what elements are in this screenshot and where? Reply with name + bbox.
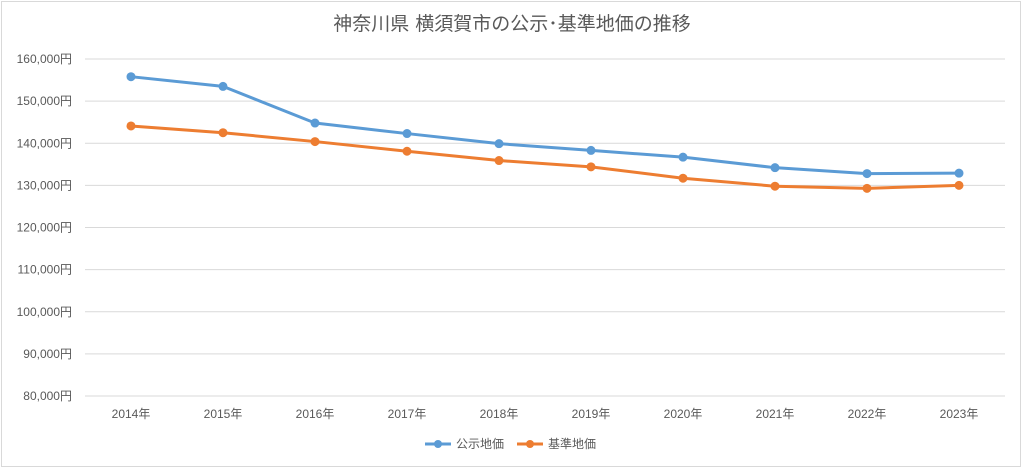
data-point <box>310 137 320 147</box>
data-point <box>586 162 596 172</box>
data-point <box>494 139 504 149</box>
data-point <box>126 121 136 131</box>
chart-title: 神奈川県 横須賀市の公示･基準地価の推移 <box>333 13 691 35</box>
legend-label: 基準地価 <box>548 436 596 451</box>
y-tick-label: 80,000円 <box>23 389 72 403</box>
y-tick-label: 100,000円 <box>17 305 72 319</box>
data-point <box>862 169 872 179</box>
data-point <box>770 163 780 173</box>
x-tick-label: 2021年 <box>756 407 795 421</box>
data-point <box>402 146 412 156</box>
y-tick-label: 120,000円 <box>17 221 72 235</box>
data-point <box>402 129 412 139</box>
x-tick-label: 2015年 <box>204 407 243 421</box>
series-1 <box>126 72 964 179</box>
x-axis-ticks: 2014年 2015年 2016年 2017年 2018年 2019年 2020年 2021年… <box>112 407 979 421</box>
x-tick-label: 2018年 <box>480 407 519 421</box>
data-point <box>218 81 228 91</box>
data-point <box>586 145 596 155</box>
data-point <box>954 168 964 178</box>
series-lines <box>126 72 964 193</box>
x-tick-label: 2023年 <box>940 407 979 421</box>
data-point <box>770 181 780 191</box>
legend[interactable]: 公示地価 基準地価 <box>425 436 596 451</box>
gridlines <box>85 58 1005 397</box>
data-point <box>494 156 504 166</box>
y-axis-ticks: 80,000円 90,000円 100,000円 110,000円 120,000円 13… <box>17 52 72 403</box>
legend-item-2[interactable]: 基準地価 <box>517 436 596 451</box>
x-tick-label: 2016年 <box>296 407 335 421</box>
legend-marker <box>434 440 442 448</box>
data-point <box>862 183 872 193</box>
legend-marker <box>526 440 534 448</box>
x-tick-label: 2014年 <box>112 407 151 421</box>
data-point <box>310 118 320 128</box>
y-tick-label: 160,000円 <box>17 52 72 66</box>
series-2 <box>126 121 964 193</box>
y-tick-label: 90,000円 <box>23 347 72 361</box>
legend-label: 公示地価 <box>456 437 504 451</box>
y-tick-label: 140,000円 <box>17 136 72 150</box>
y-tick-label: 110,000円 <box>18 263 73 277</box>
data-point <box>126 72 136 82</box>
x-tick-label: 2022年 <box>848 407 887 421</box>
data-point <box>678 173 688 183</box>
x-tick-label: 2019年 <box>572 407 611 421</box>
legend-item-1[interactable]: 公示地価 <box>425 437 504 451</box>
x-tick-label: 2020年 <box>664 407 703 421</box>
x-tick-label: 2017年 <box>388 407 427 421</box>
series-line <box>129 75 961 176</box>
y-tick-label: 150,000円 <box>17 94 72 108</box>
data-point <box>218 128 228 138</box>
y-tick-label: 130,000円 <box>17 178 72 192</box>
data-point <box>954 180 964 190</box>
series-line <box>129 124 961 190</box>
data-point <box>678 152 688 162</box>
